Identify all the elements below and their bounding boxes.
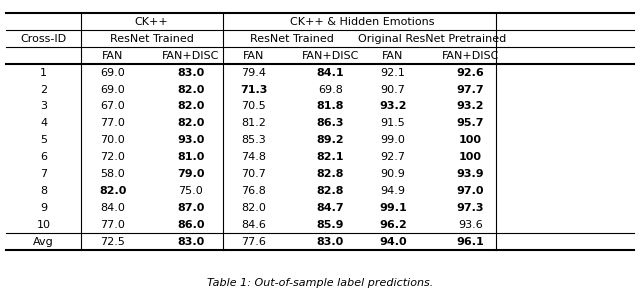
Text: 97.3: 97.3 <box>457 203 484 213</box>
Text: ResNet Trained: ResNet Trained <box>109 34 194 44</box>
Text: Avg: Avg <box>33 237 54 247</box>
Text: 93.9: 93.9 <box>456 169 484 179</box>
Text: 1: 1 <box>40 68 47 78</box>
Text: 82.0: 82.0 <box>241 203 266 213</box>
Text: 82.0: 82.0 <box>99 186 126 196</box>
Text: FAN+DISC: FAN+DISC <box>162 51 220 61</box>
Text: 70.7: 70.7 <box>241 169 266 179</box>
Text: 92.1: 92.1 <box>381 68 405 78</box>
Text: 71.3: 71.3 <box>240 85 267 94</box>
Text: FAN+DISC: FAN+DISC <box>442 51 499 61</box>
Text: CK++: CK++ <box>135 17 168 27</box>
Text: 93.0: 93.0 <box>177 135 204 145</box>
Text: 82.1: 82.1 <box>317 152 344 162</box>
Text: 85.9: 85.9 <box>317 220 344 230</box>
Text: 77.0: 77.0 <box>100 118 125 128</box>
Text: 96.2: 96.2 <box>379 220 407 230</box>
Text: 84.7: 84.7 <box>316 203 344 213</box>
Text: Table 1: Out-of-sample label predictions.: Table 1: Out-of-sample label predictions… <box>207 278 433 288</box>
Text: 85.3: 85.3 <box>241 135 266 145</box>
Text: 100: 100 <box>459 135 482 145</box>
Text: 93.2: 93.2 <box>380 102 406 111</box>
Text: Cross-ID: Cross-ID <box>20 34 67 44</box>
Text: 2: 2 <box>40 85 47 94</box>
Text: 75.0: 75.0 <box>179 186 203 196</box>
Text: 86.3: 86.3 <box>317 118 344 128</box>
Text: 82.0: 82.0 <box>177 85 204 94</box>
Text: 93.2: 93.2 <box>457 102 484 111</box>
Text: 82.0: 82.0 <box>177 102 204 111</box>
Text: 5: 5 <box>40 135 47 145</box>
Text: 6: 6 <box>40 152 47 162</box>
Text: ResNet Trained: ResNet Trained <box>250 34 334 44</box>
Text: 82.0: 82.0 <box>177 118 204 128</box>
Text: 69.8: 69.8 <box>318 85 342 94</box>
Text: 84.1: 84.1 <box>316 68 344 78</box>
Text: 77.6: 77.6 <box>241 237 266 247</box>
Text: 99.0: 99.0 <box>381 135 405 145</box>
Text: 72.5: 72.5 <box>100 237 125 247</box>
Text: 58.0: 58.0 <box>100 169 125 179</box>
Text: 87.0: 87.0 <box>177 203 204 213</box>
Text: 90.9: 90.9 <box>381 169 405 179</box>
Text: FAN: FAN <box>102 51 124 61</box>
Text: 99.1: 99.1 <box>379 203 407 213</box>
Text: 81.2: 81.2 <box>241 118 266 128</box>
Text: 81.0: 81.0 <box>177 152 204 162</box>
Text: 69.0: 69.0 <box>100 85 125 94</box>
Text: 79.4: 79.4 <box>241 68 266 78</box>
Text: 9: 9 <box>40 203 47 213</box>
Text: 96.1: 96.1 <box>456 237 484 247</box>
Text: 77.0: 77.0 <box>100 220 125 230</box>
Text: 91.5: 91.5 <box>381 118 405 128</box>
Text: 67.0: 67.0 <box>100 102 125 111</box>
Text: 83.0: 83.0 <box>317 237 344 247</box>
Text: 4: 4 <box>40 118 47 128</box>
Text: 82.8: 82.8 <box>317 186 344 196</box>
Text: 94.0: 94.0 <box>379 237 407 247</box>
Text: Original ResNet Pretrained: Original ResNet Pretrained <box>358 34 506 44</box>
Text: 93.6: 93.6 <box>458 220 483 230</box>
Text: 69.0: 69.0 <box>100 68 125 78</box>
Text: 70.5: 70.5 <box>241 102 266 111</box>
Text: 86.0: 86.0 <box>177 220 204 230</box>
Text: 76.8: 76.8 <box>241 186 266 196</box>
Text: 81.8: 81.8 <box>317 102 344 111</box>
Text: 97.7: 97.7 <box>456 85 484 94</box>
Text: 100: 100 <box>459 152 482 162</box>
Text: 82.8: 82.8 <box>317 169 344 179</box>
Text: 7: 7 <box>40 169 47 179</box>
Text: 83.0: 83.0 <box>177 237 204 247</box>
Text: 83.0: 83.0 <box>177 68 204 78</box>
Text: 92.7: 92.7 <box>380 152 406 162</box>
Text: 3: 3 <box>40 102 47 111</box>
Text: 95.7: 95.7 <box>457 118 484 128</box>
Text: 8: 8 <box>40 186 47 196</box>
Text: 92.6: 92.6 <box>456 68 484 78</box>
Text: FAN: FAN <box>382 51 404 61</box>
Text: 89.2: 89.2 <box>316 135 344 145</box>
Text: 84.0: 84.0 <box>100 203 125 213</box>
Text: 72.0: 72.0 <box>100 152 125 162</box>
Text: 97.0: 97.0 <box>457 186 484 196</box>
Text: 94.9: 94.9 <box>380 186 406 196</box>
Text: 79.0: 79.0 <box>177 169 204 179</box>
Text: CK++ & Hidden Emotions: CK++ & Hidden Emotions <box>290 17 434 27</box>
Text: 10: 10 <box>36 220 51 230</box>
Text: FAN+DISC: FAN+DISC <box>301 51 359 61</box>
Text: 74.8: 74.8 <box>241 152 266 162</box>
Text: FAN: FAN <box>243 51 264 61</box>
Text: 84.6: 84.6 <box>241 220 266 230</box>
Text: 90.7: 90.7 <box>381 85 405 94</box>
Text: 70.0: 70.0 <box>100 135 125 145</box>
